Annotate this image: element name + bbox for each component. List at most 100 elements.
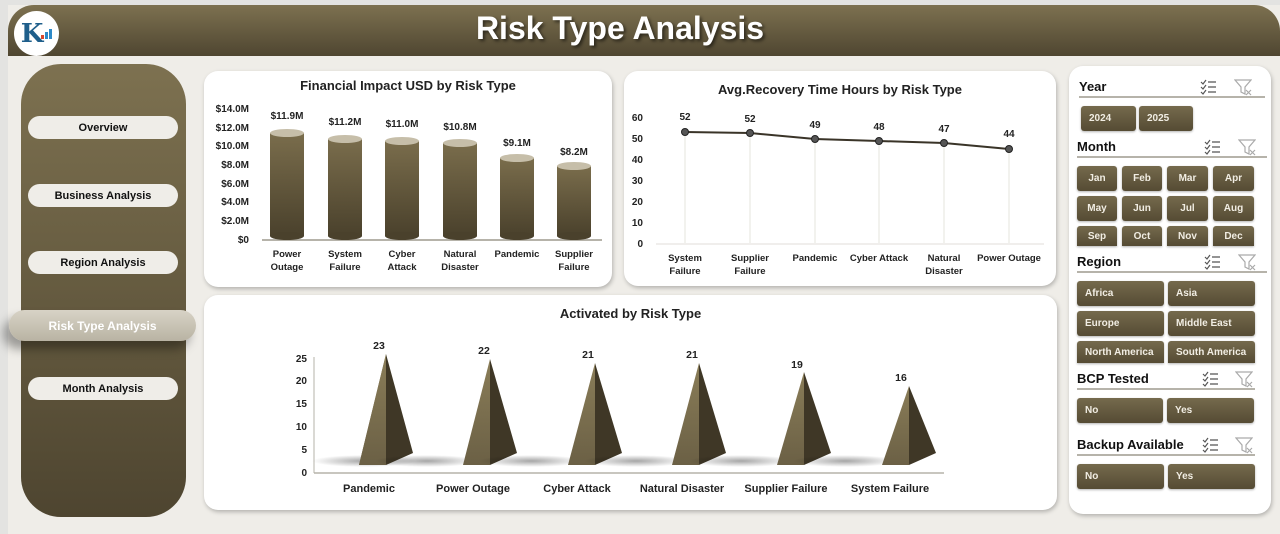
- y-tick: $6.0M: [221, 179, 249, 190]
- svg-text:Cyber Attack: Cyber Attack: [543, 483, 611, 495]
- recovery-time-card: Avg.Recovery Time Hours by Risk Type 0 1…: [624, 71, 1056, 286]
- month-option-jun[interactable]: Jun: [1122, 196, 1162, 221]
- header-bar: [8, 5, 1280, 56]
- svg-text:16: 16: [895, 372, 907, 384]
- svg-text:Attack: Attack: [387, 262, 417, 273]
- clear-filter-icon[interactable]: [1238, 138, 1256, 156]
- month-option-feb[interactable]: Feb: [1122, 166, 1162, 191]
- svg-text:5: 5: [301, 445, 307, 456]
- recovery-time-title: Avg.Recovery Time Hours by Risk Type: [718, 82, 962, 97]
- clear-filter-icon[interactable]: [1235, 370, 1253, 388]
- filter-panel: Year 2024 2025 Month Jan Feb Mar Apr May…: [1069, 66, 1271, 514]
- nav-business-analysis[interactable]: Business Analysis: [28, 184, 178, 207]
- svg-text:Natural Disaster: Natural Disaster: [640, 483, 725, 495]
- bcp-option-no[interactable]: No: [1077, 398, 1163, 423]
- data-label: $10.8M: [443, 122, 476, 133]
- month-option-mar[interactable]: Mar: [1167, 166, 1208, 191]
- region-slicer-header: Region: [1077, 251, 1267, 273]
- svg-text:Natural: Natural: [928, 253, 961, 264]
- svg-text:System: System: [328, 249, 362, 260]
- region-option-africa[interactable]: Africa: [1077, 281, 1164, 306]
- region-option-asia[interactable]: Asia: [1168, 281, 1255, 306]
- month-slicer-label: Month: [1077, 139, 1116, 154]
- month-option-nov[interactable]: Nov: [1167, 226, 1208, 246]
- svg-text:Cyber: Cyber: [389, 249, 416, 260]
- svg-text:System Failure: System Failure: [851, 483, 929, 495]
- year-option-2024[interactable]: 2024: [1081, 106, 1136, 131]
- region-option-north-america[interactable]: North America: [1077, 341, 1164, 363]
- nav-risk-type-analysis[interactable]: Risk Type Analysis: [9, 310, 196, 341]
- year-option-2025[interactable]: 2025: [1139, 106, 1193, 131]
- svg-text:Outage: Outage: [271, 262, 304, 273]
- svg-text:48: 48: [873, 122, 885, 133]
- svg-text:Cyber Attack: Cyber Attack: [850, 253, 909, 264]
- svg-text:21: 21: [582, 349, 594, 361]
- bcp-slicer-header: BCP Tested: [1077, 368, 1255, 390]
- multi-select-icon[interactable]: [1203, 253, 1221, 271]
- svg-text:20: 20: [632, 197, 644, 208]
- nav-region-analysis[interactable]: Region Analysis: [28, 251, 178, 274]
- year-slicer-header: Year: [1079, 76, 1265, 98]
- region-slicer-label: Region: [1077, 254, 1122, 269]
- recovery-time-chart: 0 10 20 30 40 50 60 52 52 49 48 47 44: [632, 112, 1044, 277]
- month-option-dec[interactable]: Dec: [1213, 226, 1254, 246]
- month-option-apr[interactable]: Apr: [1213, 166, 1254, 191]
- month-option-sep[interactable]: Sep: [1077, 226, 1117, 246]
- svg-text:Supplier: Supplier: [555, 249, 593, 260]
- multi-select-icon[interactable]: [1203, 138, 1221, 156]
- svg-text:21: 21: [686, 349, 698, 361]
- logo-mark: K: [20, 18, 44, 49]
- svg-text:Failure: Failure: [669, 266, 700, 277]
- financial-impact-card: Financial Impact USD by Risk Type $0 $2.…: [204, 71, 612, 287]
- data-label: $9.1M: [503, 138, 531, 149]
- backup-option-no[interactable]: No: [1077, 464, 1164, 489]
- svg-text:52: 52: [744, 114, 756, 125]
- svg-text:19: 19: [791, 359, 803, 371]
- region-option-europe[interactable]: Europe: [1077, 311, 1164, 336]
- svg-text:Power Outage: Power Outage: [436, 483, 510, 495]
- svg-text:Pandemic: Pandemic: [343, 483, 395, 495]
- data-label: $11.2M: [329, 117, 362, 128]
- svg-text:System: System: [668, 253, 702, 264]
- svg-text:Failure: Failure: [734, 266, 765, 277]
- logo-bars-icon: [41, 28, 53, 39]
- svg-text:0: 0: [301, 468, 307, 479]
- svg-text:50: 50: [632, 134, 644, 145]
- multi-select-icon[interactable]: [1201, 370, 1219, 388]
- y-tick: $8.0M: [221, 160, 249, 171]
- backup-option-yes[interactable]: Yes: [1168, 464, 1255, 489]
- month-option-jul[interactable]: Jul: [1167, 196, 1208, 221]
- nav-month-analysis[interactable]: Month Analysis: [28, 377, 178, 400]
- month-option-oct[interactable]: Oct: [1122, 226, 1162, 246]
- y-tick: $0: [238, 235, 250, 246]
- bcp-slicer-label: BCP Tested: [1077, 371, 1149, 386]
- region-option-middle-east[interactable]: Middle East: [1168, 311, 1255, 336]
- svg-text:25: 25: [296, 354, 308, 365]
- month-option-aug[interactable]: Aug: [1213, 196, 1254, 221]
- data-label: $11.0M: [386, 119, 419, 130]
- svg-text:10: 10: [296, 422, 308, 433]
- y-tick: $12.0M: [216, 123, 249, 134]
- multi-select-icon[interactable]: [1199, 78, 1217, 96]
- region-option-south-america[interactable]: South America: [1168, 341, 1255, 363]
- financial-impact-title: Financial Impact USD by Risk Type: [300, 78, 516, 93]
- nav-overview[interactable]: Overview: [28, 116, 178, 139]
- clear-filter-icon[interactable]: [1234, 78, 1252, 96]
- data-label: $11.9M: [271, 111, 304, 122]
- clear-filter-icon[interactable]: [1238, 253, 1256, 271]
- y-tick: $14.0M: [216, 104, 249, 115]
- bcp-option-yes[interactable]: Yes: [1167, 398, 1254, 423]
- svg-text:49: 49: [809, 120, 821, 131]
- multi-select-icon[interactable]: [1201, 436, 1219, 454]
- month-option-may[interactable]: May: [1077, 196, 1117, 221]
- clear-filter-icon[interactable]: [1235, 436, 1253, 454]
- svg-text:Failure: Failure: [329, 262, 360, 273]
- svg-text:Failure: Failure: [558, 262, 589, 273]
- month-option-jan[interactable]: Jan: [1077, 166, 1117, 191]
- year-slicer-label: Year: [1079, 79, 1107, 94]
- svg-text:60: 60: [632, 113, 644, 124]
- svg-text:10: 10: [632, 218, 644, 229]
- svg-text:30: 30: [632, 176, 644, 187]
- x-tick: Pandemic: [495, 249, 540, 260]
- svg-text:Power Outage: Power Outage: [977, 253, 1041, 264]
